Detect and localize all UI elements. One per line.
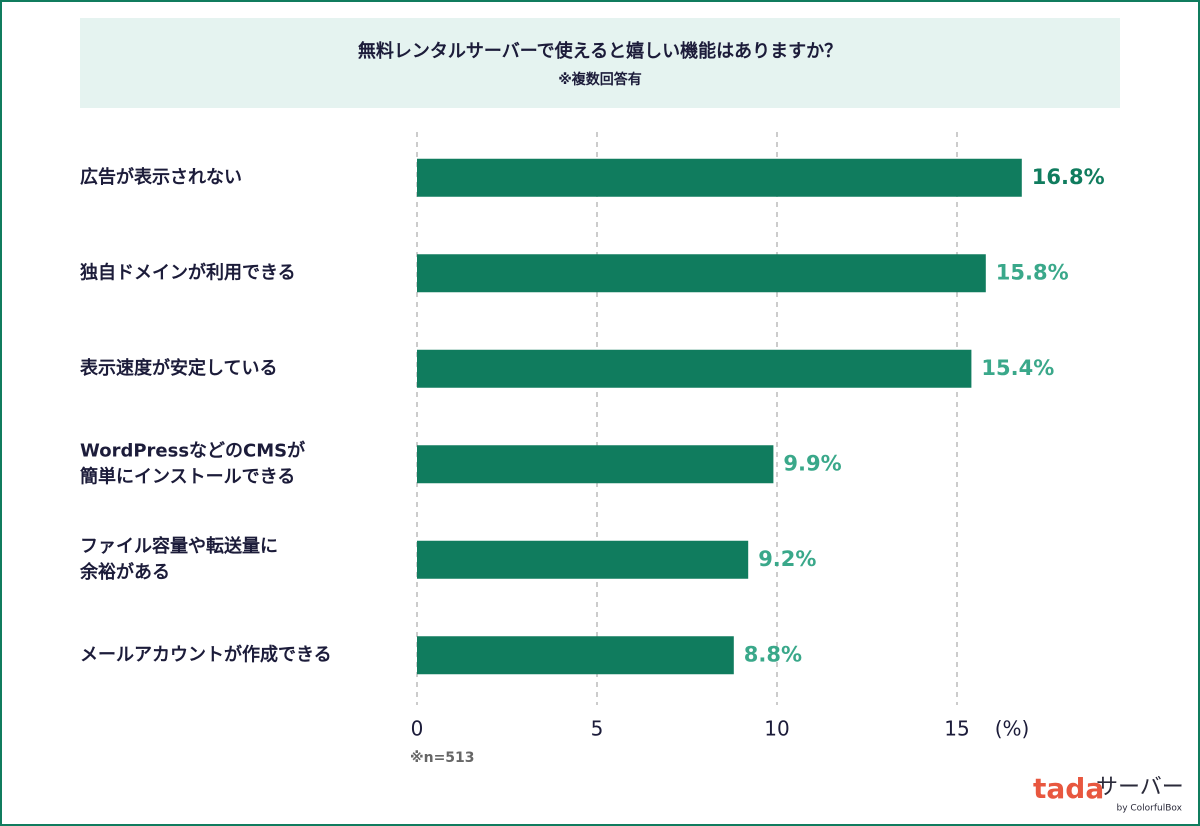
bar bbox=[417, 349, 972, 388]
y-tick-label: WordPressなどのCMSが簡単にインストールできる bbox=[80, 439, 305, 487]
brand-name: tada bbox=[1033, 772, 1104, 805]
value-label: 9.9% bbox=[783, 451, 841, 475]
y-tick-label: 表示速度が安定している bbox=[80, 357, 277, 379]
value-label: 16.8% bbox=[1032, 165, 1105, 189]
y-tick-label: 広告が表示されない bbox=[80, 166, 242, 188]
x-axis-label: (%) bbox=[995, 717, 1030, 741]
bar bbox=[417, 636, 734, 675]
note: ※n=513 bbox=[410, 750, 475, 766]
bar bbox=[417, 158, 1022, 197]
chart-title: 無料レンタルサーバーで使えると嬉しい機能はありますか？ bbox=[358, 40, 842, 62]
brand-by: by ColorfulBox bbox=[1116, 804, 1182, 814]
value-label: 9.2% bbox=[758, 547, 816, 571]
y-tick-label: メールアカウントが作成できる bbox=[80, 643, 332, 665]
x-tick-label: 10 bbox=[764, 717, 789, 741]
title-box bbox=[80, 18, 1120, 108]
y-tick-label: 独自ドメインが利用できる bbox=[80, 261, 296, 283]
value-label: 15.8% bbox=[996, 260, 1069, 284]
x-tick-label: 5 bbox=[591, 717, 604, 741]
y-tick-label: ファイル容量や転送量に余裕がある bbox=[79, 535, 278, 583]
chart-subtitle: ※複数回答有 bbox=[558, 71, 642, 88]
x-tick-label: 0 bbox=[411, 717, 424, 741]
x-tick-label: 15 bbox=[944, 717, 969, 741]
value-label: 8.8% bbox=[744, 642, 802, 666]
bar bbox=[417, 445, 774, 484]
value-label: 15.4% bbox=[981, 356, 1054, 380]
bar bbox=[417, 254, 986, 293]
bar bbox=[417, 540, 749, 579]
brand-name: サーバー bbox=[1096, 775, 1184, 800]
